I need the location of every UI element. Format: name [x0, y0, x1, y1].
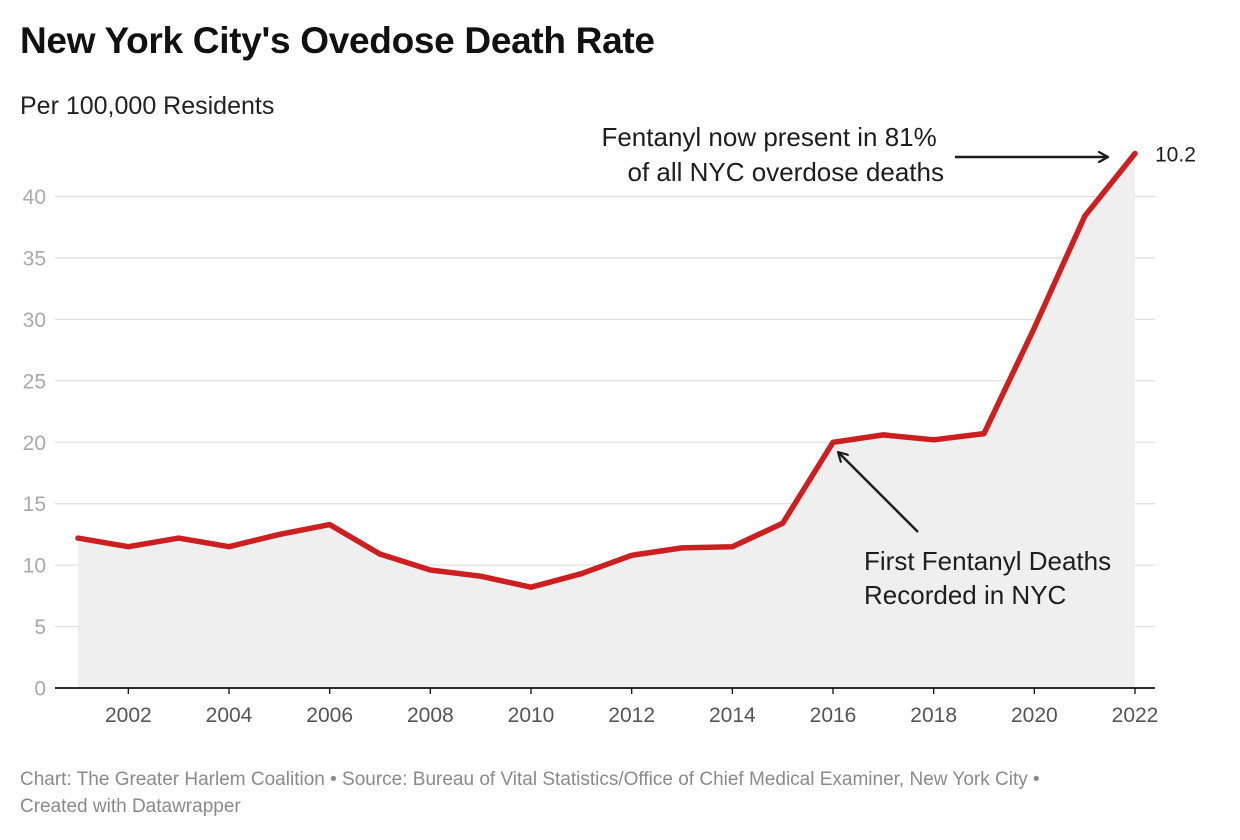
annotation-arrow-first-fentanyl: [838, 452, 919, 533]
annotation-first-fentanyl-line2: Recorded in NYC: [864, 580, 1066, 610]
data-point-2001: [75, 535, 81, 541]
data-point-2006: [327, 522, 333, 528]
data-point-2014: [729, 544, 735, 550]
chart-title: New York City's Ovedose Death Rate: [20, 20, 655, 61]
x-tick-label-2016: 2016: [810, 704, 857, 727]
x-tick-label-2004: 2004: [206, 704, 253, 727]
data-point-2018: [931, 437, 937, 443]
y-axis-ticks: 0 5 10 15 20 25 30 35 40: [23, 186, 46, 701]
data-point-2017: [880, 432, 886, 438]
x-tick-label-2006: 2006: [306, 704, 353, 727]
data-point-2008: [427, 567, 433, 573]
annotation-fentanyl-present-line2: of all NYC overdose deaths: [627, 157, 944, 187]
data-point-2022: [1132, 151, 1138, 156]
annotation-first-fentanyl-line1: First Fentanyl Deaths: [864, 546, 1111, 576]
data-point-2016: [830, 439, 836, 445]
annotation-fentanyl-present: Fentanyl now present in 81% of all NYC o…: [601, 122, 944, 187]
x-tick-label-2018: 2018: [910, 704, 957, 727]
y-tick-label-20: 20: [23, 432, 46, 455]
y-tick-label-5: 5: [34, 616, 46, 639]
y-tick-label-40: 40: [23, 186, 46, 209]
x-tick-label-2008: 2008: [407, 704, 454, 727]
x-tick-label-2014: 2014: [709, 704, 756, 727]
data-point-2004: [226, 544, 232, 550]
data-point-2012: [629, 552, 635, 558]
y-tick-label-0: 0: [34, 678, 46, 701]
data-point-2020: [1031, 325, 1037, 331]
end-value-label: 10.2: [1155, 143, 1196, 166]
chart-footer: Chart: The Greater Harlem Coalition • So…: [20, 766, 1200, 820]
y-tick-label-10: 10: [23, 555, 46, 578]
footer-line-2: Created with Datawrapper: [20, 796, 241, 817]
series-line: [75, 150, 1138, 590]
x-tick-label-2012: 2012: [608, 704, 655, 727]
y-tick-label-35: 35: [23, 247, 46, 270]
footer-line-1: Chart: The Greater Harlem Coalition • So…: [20, 769, 1040, 790]
data-point-2015: [780, 520, 786, 526]
data-point-2009: [478, 573, 484, 579]
data-point-2002: [125, 544, 131, 550]
chart-svg: 0 5 10 15 20 25 30 35 40 2002 2004 2006 2008 2010 201…: [23, 122, 1196, 727]
data-point-2011: [578, 571, 584, 577]
data-point-2010: [528, 584, 534, 590]
annotation-first-fentanyl: First Fentanyl Deaths Recorded in NYC: [864, 546, 1118, 610]
y-tick-label-25: 25: [23, 370, 46, 393]
y-tick-label-30: 30: [23, 309, 46, 332]
x-axis-ticks: 2002 2004 2006 2008 2010 2012 2014 2016 2018 2020…: [105, 688, 1158, 727]
annotation-fentanyl-present-line1: Fentanyl now present in 81%: [601, 122, 936, 152]
data-point-2005: [276, 531, 282, 537]
x-tick-label-2022: 2022: [1112, 704, 1159, 727]
data-point-2019: [981, 431, 987, 437]
data-point-2021: [1082, 213, 1088, 219]
area-fill: [78, 153, 1135, 688]
chart-subtitle: Per 100,000 Residents: [20, 92, 275, 120]
y-tick-label-15: 15: [23, 493, 46, 516]
x-tick-label-2020: 2020: [1011, 704, 1058, 727]
data-point-2013: [679, 545, 685, 551]
series-points: [75, 151, 1138, 590]
x-tick-label-2010: 2010: [508, 704, 555, 727]
x-tick-label-2002: 2002: [105, 704, 152, 727]
data-point-2007: [377, 551, 383, 557]
data-point-2003: [176, 535, 182, 541]
